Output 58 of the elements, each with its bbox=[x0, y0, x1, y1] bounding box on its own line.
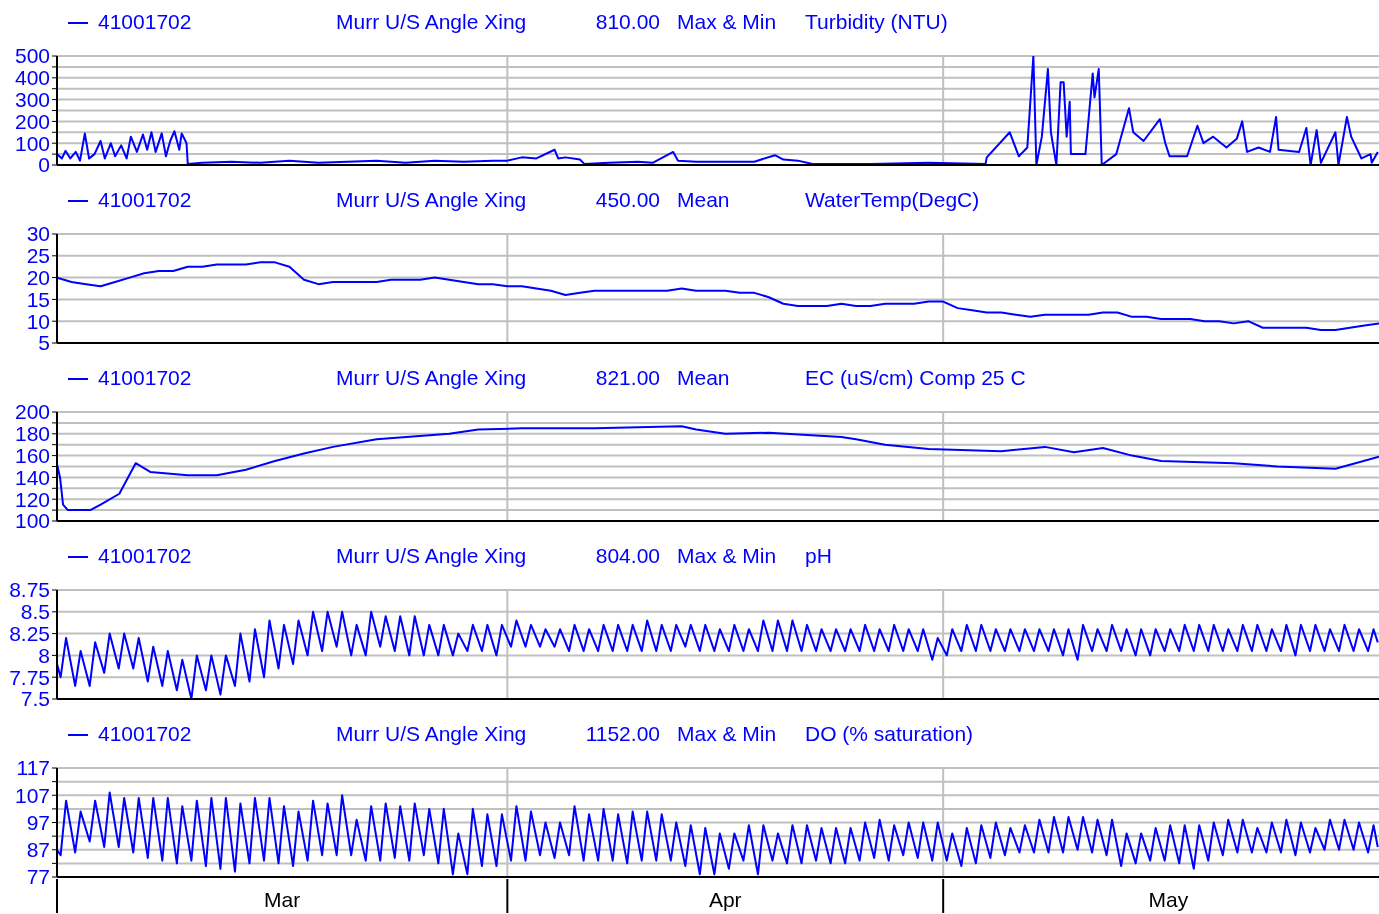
y-tick-label: 30 bbox=[26, 222, 50, 246]
y-tick-label: 180 bbox=[14, 422, 50, 446]
y-tick-label: 77 bbox=[26, 865, 50, 889]
y-tick-label: 160 bbox=[14, 444, 50, 468]
x-tick-label: Mar bbox=[264, 888, 301, 911]
y-tick-label: 117 bbox=[16, 756, 50, 780]
y-tick-label: 8.25 bbox=[9, 622, 50, 646]
y-axis-title: pH bbox=[805, 544, 832, 568]
text: Max & Min bbox=[677, 722, 777, 746]
legend-label: 41001702 bbox=[98, 10, 192, 34]
y-tick-label: 10 bbox=[26, 309, 50, 333]
y-tick-label: 100 bbox=[14, 509, 50, 533]
x-tick-label: May bbox=[1148, 888, 1189, 911]
y-tick-label: 15 bbox=[26, 287, 50, 311]
y-axis-title: WaterTemp(DegC) bbox=[805, 188, 980, 212]
chart-title: Murr U/S Angle Xing bbox=[336, 722, 527, 746]
y-tick-label: 8.75 bbox=[9, 578, 50, 602]
text: Max & Min bbox=[677, 10, 777, 34]
chart-title: Murr U/S Angle Xing bbox=[336, 544, 527, 568]
y-tick-label: 20 bbox=[26, 266, 50, 290]
y-tick-label: 140 bbox=[14, 465, 50, 489]
text: Mean bbox=[677, 188, 730, 212]
y-tick-label: 200 bbox=[14, 400, 50, 424]
y-tick-label: 200 bbox=[14, 109, 50, 133]
y-tick-label: 120 bbox=[14, 487, 50, 511]
text: 821.00 bbox=[595, 366, 660, 390]
y-tick-label: 107 bbox=[14, 783, 50, 807]
line-series bbox=[57, 261, 1379, 331]
x-tick-label: Apr bbox=[708, 888, 742, 911]
legend-label: 41001702 bbox=[98, 188, 192, 212]
y-tick-label: 7.5 bbox=[20, 687, 50, 711]
y-tick-label: 0 bbox=[38, 153, 50, 177]
y-axis-title: EC (uS/cm) Comp 25 C bbox=[805, 366, 1026, 390]
text: 450.00 bbox=[595, 188, 660, 212]
text: 810.00 bbox=[595, 10, 660, 34]
y-tick-label: 100 bbox=[14, 131, 50, 155]
legend-label: 41001702 bbox=[98, 722, 192, 746]
y-tick-label: 8.5 bbox=[20, 600, 50, 624]
y-tick-label: 8 bbox=[38, 643, 50, 667]
text: 804.00 bbox=[595, 544, 660, 568]
y-tick-label: 300 bbox=[14, 88, 50, 112]
chart-title: Murr U/S Angle Xing bbox=[336, 188, 527, 212]
y-tick-label: 7.75 bbox=[9, 665, 50, 689]
y-tick-label: 25 bbox=[26, 244, 50, 268]
y-tick-label: 5 bbox=[38, 331, 50, 355]
legend-label: 41001702 bbox=[98, 544, 192, 568]
text: Max & Min bbox=[677, 544, 777, 568]
y-tick-label: 400 bbox=[14, 66, 50, 90]
chart-title: Murr U/S Angle Xing bbox=[336, 10, 527, 34]
chart-title: Murr U/S Angle Xing bbox=[336, 366, 527, 390]
text: 1152.00 bbox=[585, 722, 660, 746]
y-tick-label: 87 bbox=[26, 838, 50, 862]
y-axis-title: Turbidity (NTU) bbox=[805, 10, 948, 34]
y-tick-label: 97 bbox=[26, 810, 50, 834]
text: Mean bbox=[677, 366, 730, 390]
y-axis-title: DO (% saturation) bbox=[805, 722, 974, 746]
legend-label: 41001702 bbox=[98, 366, 192, 390]
y-tick-label: 500 bbox=[14, 44, 50, 68]
